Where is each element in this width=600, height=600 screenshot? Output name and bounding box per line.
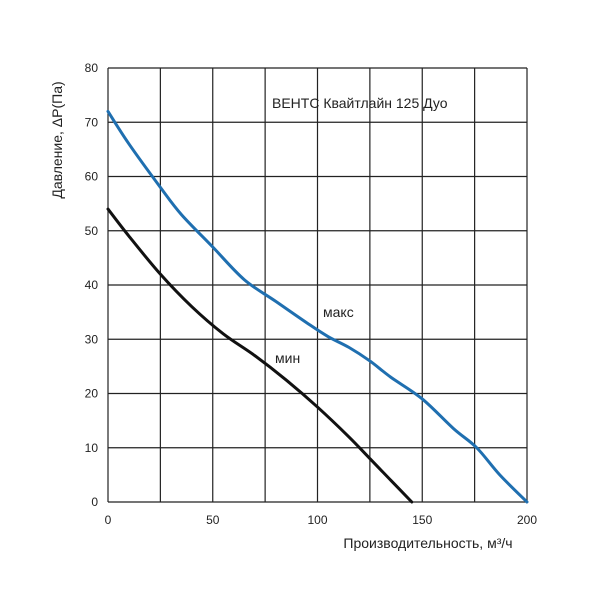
y-tick-label: 60 (85, 170, 99, 184)
series-line-max (106, 109, 529, 504)
x-tick-label: 0 (105, 513, 112, 527)
tick-labels: 0 50 100 150 200 0 10 20 30 40 50 60 70 80 (85, 61, 538, 527)
x-axis-title: Производительность, м³/ч (343, 535, 512, 551)
y-tick-label: 80 (85, 61, 99, 75)
y-tick-label: 20 (85, 387, 99, 401)
series-label-max: макс (323, 304, 354, 320)
y-tick-label: 0 (91, 495, 98, 509)
y-tick-label: 40 (85, 278, 99, 292)
y-tick-label: 10 (85, 441, 99, 455)
y-axis-title: Давление, ΔР(Па) (49, 81, 65, 198)
x-tick-label: 50 (206, 513, 220, 527)
series-lines (106, 109, 529, 504)
series-label-min: мин (275, 350, 300, 366)
x-tick-label: 150 (412, 513, 432, 527)
grid (107, 67, 528, 503)
series-line-min (106, 207, 414, 504)
y-tick-label: 30 (85, 332, 99, 346)
chart-title: ВЕНТС Квайтлайн 125 Дуо (272, 95, 448, 111)
y-tick-label: 70 (85, 115, 99, 129)
y-tick-label: 50 (85, 224, 99, 238)
x-tick-label: 100 (307, 513, 327, 527)
x-tick-label: 200 (517, 513, 537, 527)
